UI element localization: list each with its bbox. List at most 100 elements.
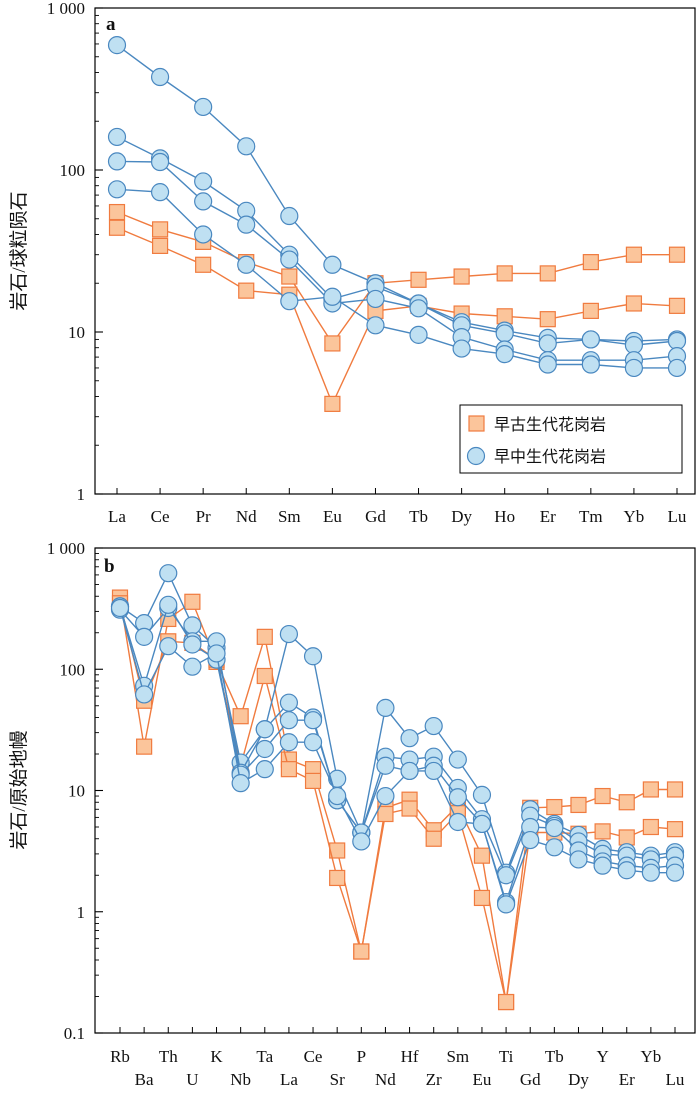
data-point-er	[618, 794, 635, 811]
data-point-gd	[366, 289, 385, 309]
data-point-ce	[304, 772, 322, 789]
data-point-sm	[281, 268, 298, 285]
data-point-tm	[581, 330, 600, 349]
data-point-la	[107, 180, 127, 199]
data-point-ti	[496, 895, 516, 914]
data-point-ba	[136, 738, 153, 755]
data-point-lu	[667, 358, 687, 378]
panel-b-axes: 0.1 1 10 100 1 000 Rb Ba Th UK Nb Ta La Ce Sr P Nd Hf ZrS…	[47, 539, 685, 1089]
series-line	[119, 571, 676, 875]
y-tick-label: 10	[68, 323, 85, 342]
data-point-dy	[453, 268, 470, 285]
data-point-nd	[237, 255, 256, 274]
x-tick-label-nd: Nd	[236, 507, 257, 526]
x-tick-label-sm: Sm	[278, 507, 301, 526]
x-tick-label-gd: Gd	[520, 1070, 541, 1089]
data-point-ta	[255, 739, 274, 759]
data-point-eu	[473, 847, 491, 864]
series-line	[119, 603, 676, 1003]
series-line	[119, 607, 675, 907]
data-point-er	[538, 355, 557, 374]
x-tick-label-eu: Eu	[323, 507, 342, 526]
x-tick-label-tb: Tb	[409, 507, 428, 526]
series-line	[119, 603, 676, 905]
data-point-lu	[667, 331, 687, 351]
x-tick-label-nb: Nb	[230, 1070, 251, 1089]
data-point-zr	[424, 761, 443, 781]
data-point-la	[280, 761, 298, 778]
data-point-nd	[376, 698, 395, 717]
series-early_mesozoic-5	[107, 180, 687, 378]
data-point-pr	[194, 172, 213, 191]
data-point-ce	[151, 221, 169, 238]
data-point-lu	[666, 821, 684, 838]
data-point-dy	[452, 339, 471, 358]
data-point-yb	[642, 781, 659, 798]
data-point-y	[594, 823, 611, 840]
data-point-nb	[231, 774, 250, 793]
x-tick-label-er: Er	[619, 1070, 635, 1089]
data-point-nb	[232, 708, 249, 725]
data-point-k	[207, 644, 226, 663]
data-point-u	[184, 593, 201, 610]
data-point-hf	[400, 761, 419, 781]
series-early_paleozoic-0	[111, 589, 684, 1011]
series-early_mesozoic-3	[107, 127, 687, 355]
legend-label-early-mesozoic: 早中生代花岗岩	[494, 448, 606, 466]
data-point-ta	[256, 667, 273, 685]
data-point-th	[159, 564, 178, 583]
y-tick-label: 100	[60, 660, 86, 679]
data-point-sr	[329, 869, 346, 887]
panel-b-label: b	[104, 556, 115, 577]
x-tick-label-er: Er	[540, 507, 556, 526]
x-tick-label-lu: Lu	[668, 507, 687, 526]
y-tick-label: 1	[77, 485, 86, 504]
data-point-zr	[425, 830, 442, 847]
series-line	[119, 606, 676, 878]
series-line	[119, 597, 675, 1003]
data-point-er	[539, 265, 556, 282]
x-tick-label-th: Th	[159, 1047, 178, 1066]
data-point-tm	[582, 302, 599, 319]
x-tick-label-k: K	[210, 1047, 223, 1066]
panel-b-series-layer	[110, 564, 685, 1011]
data-point-yb	[625, 295, 643, 312]
data-point-th	[159, 637, 178, 656]
data-point-eu	[472, 785, 492, 804]
data-point-dy	[570, 796, 587, 814]
y-tick-label: 0.1	[64, 1024, 85, 1043]
legend: 早古生代花岗岩 早中生代花岗岩	[459, 404, 683, 474]
data-point-la	[108, 219, 126, 236]
x-tick-label-dy: Dy	[451, 507, 472, 526]
x-tick-label-pr: Pr	[196, 507, 211, 526]
data-point-sm	[280, 292, 299, 311]
legend-square-marker	[468, 415, 485, 432]
legend-circle-marker	[466, 446, 486, 466]
data-point-yb	[641, 863, 660, 882]
x-tick-label-lu: Lu	[666, 1070, 685, 1089]
data-point-tb	[409, 325, 428, 344]
legend-label-early-paleozoic: 早古生代花岗岩	[494, 416, 606, 434]
x-tick-label-nd: Nd	[375, 1070, 396, 1089]
data-point-ce	[150, 67, 170, 87]
x-tick-label-ti: Ti	[499, 1047, 514, 1066]
data-point-er	[618, 829, 635, 846]
data-point-zr	[424, 716, 443, 736]
data-point-ho	[496, 265, 513, 282]
data-point-u	[183, 635, 202, 654]
data-point-th	[159, 595, 178, 614]
series-early_mesozoic-5	[110, 598, 685, 914]
x-tick-label-u: U	[186, 1070, 198, 1089]
x-tick-label-eu: Eu	[473, 1070, 492, 1089]
data-point-tb	[546, 798, 563, 816]
data-point-tb	[545, 838, 564, 857]
data-point-la	[107, 152, 127, 171]
x-tick-label-tm: Tm	[579, 507, 603, 526]
panel-a-ylabel: 岩石/球粒陨石	[8, 191, 30, 310]
data-point-ce	[150, 183, 170, 202]
data-point-la	[279, 733, 299, 752]
data-point-tb	[545, 818, 564, 838]
data-point-lu	[668, 297, 686, 314]
x-tick-label-ba: Ba	[135, 1070, 154, 1089]
